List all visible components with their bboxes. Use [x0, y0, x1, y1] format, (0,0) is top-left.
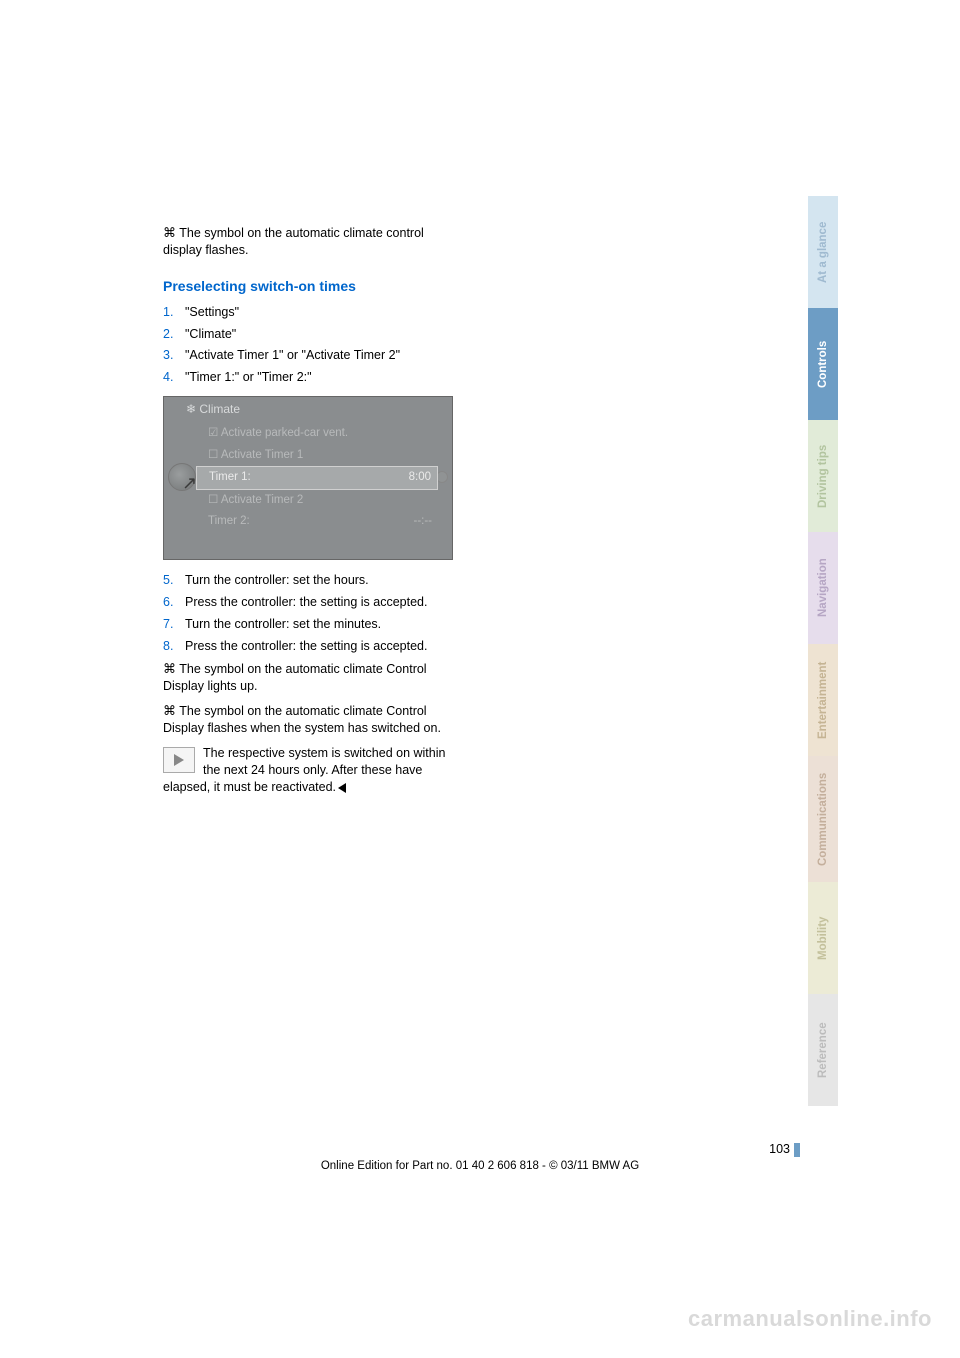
- step-text: "Timer 1:" or "Timer 2:": [185, 369, 458, 386]
- step-number: 6.: [163, 594, 185, 611]
- step-text: Press the controller: the setting is acc…: [185, 594, 458, 611]
- page-number: 103: [769, 1142, 800, 1157]
- arrow-icon: ↗: [182, 471, 197, 495]
- screenshot-body: ☑ Activate parked-car vent. ☐ Activate T…: [202, 423, 438, 533]
- tab-driving-tips[interactable]: Driving tips: [808, 420, 838, 532]
- step-text: Press the controller: the setting is acc…: [185, 638, 458, 655]
- row-text: ☑ Activate parked-car vent.: [208, 426, 348, 442]
- paragraph-flashes: ⌘ The symbol on the automatic climate Co…: [163, 702, 458, 737]
- page-number-text: 103: [769, 1142, 790, 1156]
- steps-list-a: 1."Settings" 2."Climate" 3."Activate Tim…: [163, 304, 458, 387]
- step-number: 8.: [163, 638, 185, 655]
- screenshot-row: ☐ Activate Timer 1: [202, 445, 438, 467]
- screenshot-title-text: Climate: [199, 402, 240, 416]
- tab-reference[interactable]: Reference: [808, 994, 838, 1106]
- step-text: "Settings": [185, 304, 458, 321]
- intro-text: The symbol on the automatic climate cont…: [163, 226, 424, 257]
- screenshot-title: ❄ Climate: [186, 401, 240, 417]
- screenshot-row-selected: Timer 1: 8:00: [196, 466, 438, 490]
- step-number: 5.: [163, 572, 185, 589]
- fan-icon: ⌘: [163, 703, 176, 718]
- row-text: ☐ Activate Timer 1: [208, 448, 303, 464]
- step-text: "Activate Timer 1" or "Activate Timer 2": [185, 347, 458, 364]
- row-left: Timer 2:: [208, 514, 250, 530]
- tab-at-a-glance[interactable]: At a glance: [808, 196, 838, 308]
- list-item: 4."Timer 1:" or "Timer 2:": [163, 369, 458, 386]
- tab-entertainment[interactable]: Entertainment: [808, 644, 838, 756]
- step-text: Turn the controller: set the minutes.: [185, 616, 458, 633]
- footer: Online Edition for Part no. 01 40 2 606 …: [80, 1160, 880, 1172]
- list-item: 8.Press the controller: the setting is a…: [163, 638, 458, 655]
- list-item: 7.Turn the controller: set the minutes.: [163, 616, 458, 633]
- fan-icon: ⌘: [163, 661, 176, 676]
- triangle-icon: [174, 754, 184, 766]
- row-right: 8:00: [409, 470, 431, 486]
- step-number: 7.: [163, 616, 185, 633]
- main-content: ⌘ The symbol on the automatic climate co…: [163, 224, 458, 804]
- step-number: 3.: [163, 347, 185, 364]
- list-item: 2."Climate": [163, 326, 458, 343]
- tab-mobility[interactable]: Mobility: [808, 882, 838, 994]
- page-number-bar: [794, 1143, 800, 1157]
- note-paragraph: The respective system is switched on wit…: [163, 745, 458, 796]
- step-text: "Climate": [185, 326, 458, 343]
- row-text: ☐ Activate Timer 2: [208, 493, 303, 509]
- screenshot-row: ☐ Activate Timer 2: [202, 490, 438, 512]
- paragraph-lights-up: ⌘ The symbol on the automatic climate Co…: [163, 660, 458, 695]
- steps-list-b: 5.Turn the controller: set the hours. 6.…: [163, 572, 458, 655]
- idrive-screenshot: ❄ Climate ↗ ☑ Activate parked-car vent. …: [163, 396, 453, 560]
- para-text: The symbol on the automatic climate Cont…: [163, 704, 441, 735]
- tab-navigation[interactable]: Navigation: [808, 532, 838, 644]
- row-right: --:--: [413, 514, 432, 530]
- fan-icon: ⌘: [163, 225, 176, 240]
- end-mark-icon: [338, 783, 346, 793]
- intro-paragraph: ⌘ The symbol on the automatic climate co…: [163, 224, 458, 259]
- list-item: 3."Activate Timer 1" or "Activate Timer …: [163, 347, 458, 364]
- list-item: 6.Press the controller: the setting is a…: [163, 594, 458, 611]
- climate-icon: ❄: [186, 402, 199, 416]
- step-number: 2.: [163, 326, 185, 343]
- para-text: The symbol on the automatic climate Cont…: [163, 662, 427, 693]
- screenshot-row: ☑ Activate parked-car vent.: [202, 423, 438, 445]
- step-text: Turn the controller: set the hours.: [185, 572, 458, 589]
- side-tabs: At a glance Controls Driving tips Naviga…: [808, 196, 838, 1106]
- section-heading: Preselecting switch-on times: [163, 277, 458, 296]
- list-item: 5.Turn the controller: set the hours.: [163, 572, 458, 589]
- tab-communications[interactable]: Communications: [808, 756, 838, 882]
- screenshot-row: Timer 2: --:--: [202, 511, 438, 533]
- note-text: The respective system is switched on wit…: [163, 746, 445, 794]
- step-number: 4.: [163, 369, 185, 386]
- note-icon: [163, 747, 195, 773]
- row-left: Timer 1:: [209, 470, 251, 486]
- tab-controls[interactable]: Controls: [808, 308, 838, 420]
- watermark: carmanualsonline.info: [688, 1306, 932, 1332]
- step-number: 1.: [163, 304, 185, 321]
- list-item: 1."Settings": [163, 304, 458, 321]
